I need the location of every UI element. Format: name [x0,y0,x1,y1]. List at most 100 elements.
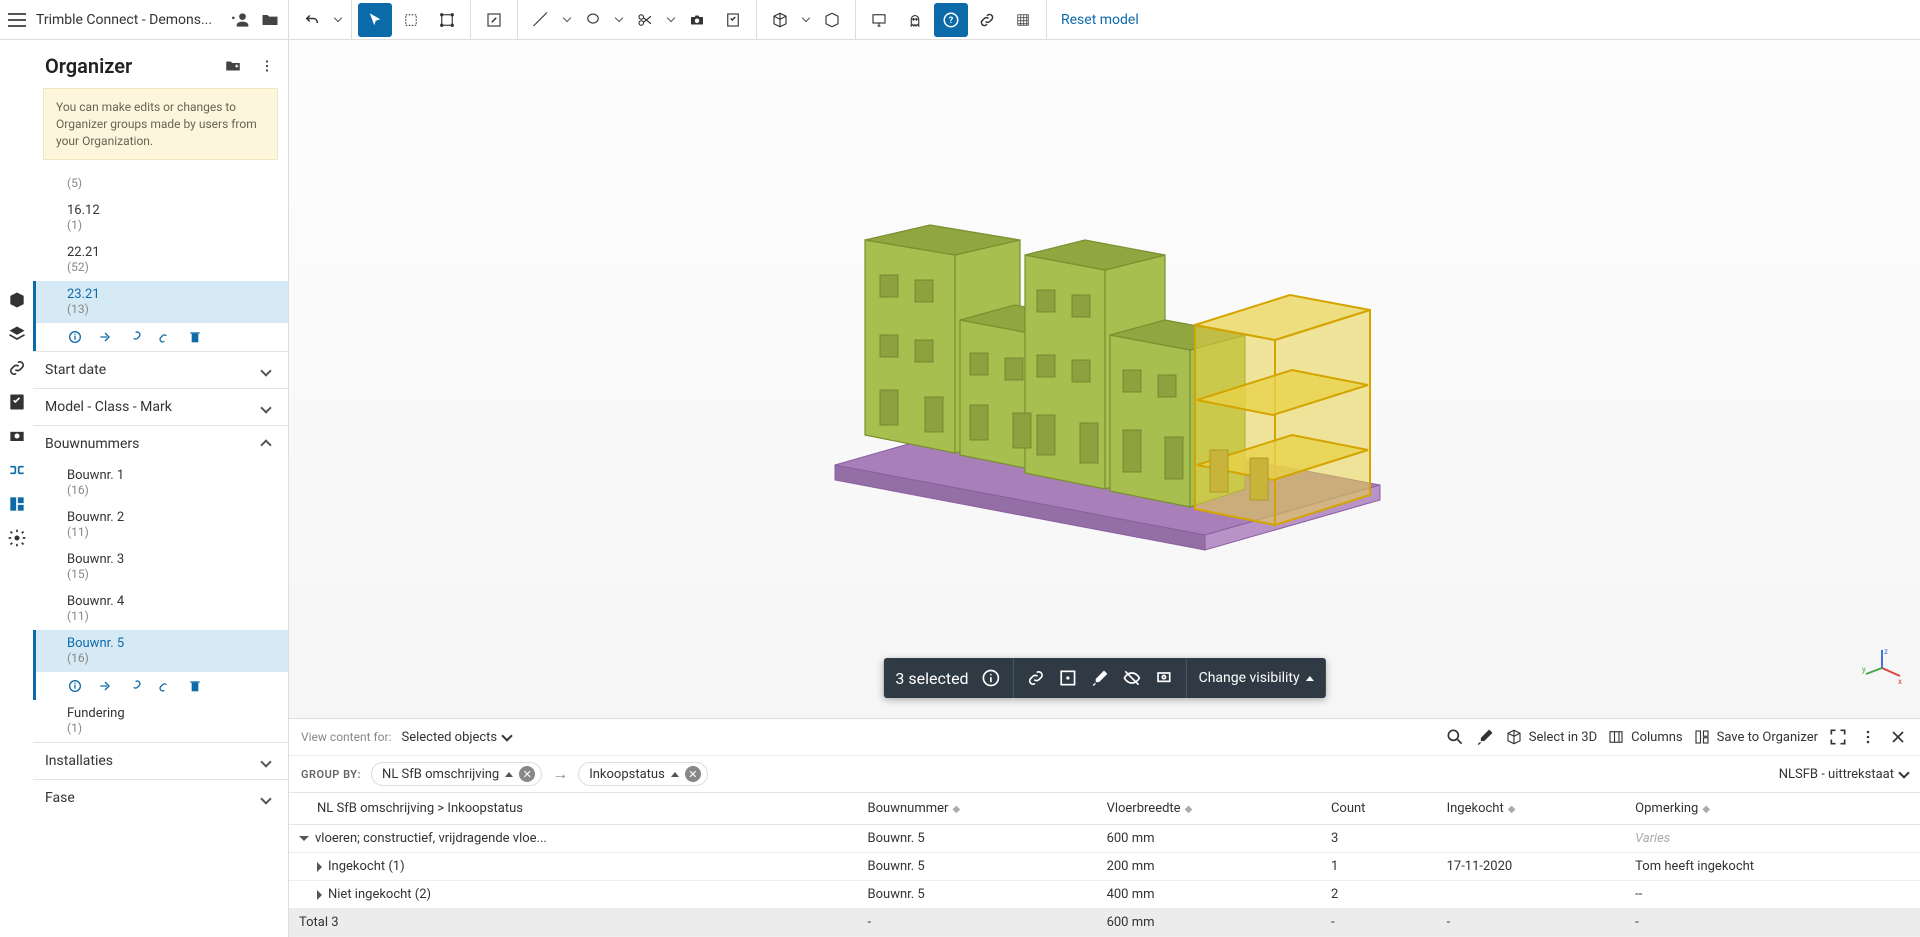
tree-action-icon[interactable] [157,329,173,345]
svg-text:x: x [1898,677,1902,686]
ghost-tool[interactable] [898,3,932,37]
close-panel-icon[interactable] [1888,727,1908,747]
edit-tool[interactable] [477,3,511,37]
organizer-icon[interactable] [7,494,27,514]
link-tool[interactable] [970,3,1004,37]
view-dropdown[interactable] [799,18,813,21]
select-in-3d-button[interactable]: Select in 3D [1505,728,1597,746]
change-visibility-button[interactable]: Change visibility [1199,670,1314,686]
search-icon[interactable] [1445,727,1465,747]
column-header[interactable]: Vloerbreedte◆ [1097,793,1321,825]
table-row[interactable]: vloeren; constructief, vrijdragende vloe… [289,825,1920,853]
settings-icon[interactable] [7,528,27,548]
isolate-icon[interactable] [1154,668,1174,688]
tree-item[interactable]: Bouwnr. 1(16) [33,462,288,504]
section-header[interactable]: Start date [33,352,288,388]
paint-icon[interactable] [1090,668,1110,688]
axis-gizmo[interactable]: x y z [1862,648,1902,688]
table-row: Total 3-600 mm--- [289,909,1920,937]
column-header[interactable]: NL SfB omschrijving > Inkoopstatus [289,793,858,825]
tree-action-icon[interactable] [97,678,113,694]
help-button[interactable]: ? [934,3,968,37]
section-header[interactable]: Fase [33,780,288,816]
menu-icon[interactable] [8,13,26,27]
align-icon[interactable] [7,460,27,480]
camera-tool[interactable] [680,3,714,37]
box-select-tool[interactable] [394,3,428,37]
add-user-icon[interactable] [230,10,250,30]
section-header[interactable]: Installaties [33,743,288,779]
clip-dropdown[interactable] [664,18,678,21]
todo-tool[interactable] [716,3,750,37]
organizer-tree: (5)16.12(1)22.21(52)23.21(13) Start dateM… [33,170,288,937]
tree-item[interactable]: 16.12(1) [33,197,288,239]
undo-dropdown[interactable] [331,18,345,21]
models-icon[interactable] [7,290,27,310]
section-header[interactable]: Bouwnummers [33,426,288,462]
remove-chip-icon[interactable]: ✕ [685,766,701,782]
column-header[interactable]: Opmerking◆ [1625,793,1920,825]
tree-item[interactable]: 23.21(13) [33,281,288,323]
remove-chip-icon[interactable]: ✕ [519,766,535,782]
color-icon[interactable] [1475,727,1495,747]
fit-icon[interactable] [1058,668,1078,688]
hide-icon[interactable] [1122,668,1142,688]
group-chip-0[interactable]: NL SfB omschrijving ✕ [371,762,542,786]
view-cube-tool[interactable] [763,3,797,37]
markup-tool[interactable] [576,3,610,37]
todos-icon[interactable] [7,392,27,412]
tree-item[interactable]: Bouwnr. 4(11) [33,588,288,630]
group-chip-1[interactable]: Inkoopstatus ✕ [578,762,708,786]
section-header[interactable]: Model - Class - Mark [33,389,288,425]
folder-icon[interactable] [260,10,280,30]
layers-icon[interactable] [7,324,27,344]
select-tool[interactable] [358,3,392,37]
grid-tool[interactable] [1006,3,1040,37]
column-header[interactable]: Count [1321,793,1437,825]
3d-viewport[interactable]: 3 selected Change visibility [289,40,1920,718]
columns-preset-selector[interactable]: NLSFB - uittrekstaat [1779,767,1908,782]
links-icon[interactable] [7,358,27,378]
tree-item[interactable]: Bouwnr. 2(11) [33,504,288,546]
tree-action-icon[interactable] [187,329,203,345]
measure-tool[interactable] [524,3,558,37]
views-icon[interactable] [7,426,27,446]
columns-button[interactable]: Columns [1607,728,1683,746]
tree-action-icon[interactable] [127,678,143,694]
info-icon[interactable] [981,668,1001,688]
left-icon-strip [0,40,33,937]
tree-action-icon[interactable] [127,329,143,345]
more-vert-icon[interactable] [1858,727,1878,747]
tree-item[interactable]: Bouwnr. 5(16) [33,630,288,672]
new-folder-icon[interactable] [224,57,242,75]
save-to-organizer-button[interactable]: Save to Organizer [1693,728,1818,746]
column-header[interactable]: Bouwnummer◆ [858,793,1097,825]
markup-dropdown[interactable] [612,18,626,21]
tree-action-icon[interactable] [187,678,203,694]
clip-tool[interactable] [628,3,662,37]
box-tool[interactable] [815,3,849,37]
table-row[interactable]: Ingekocht (1)Bouwnr. 5200 mm117-11-2020T… [289,853,1920,881]
tree-item[interactable]: Bouwnr. 3(15) [33,546,288,588]
tree-action-icon[interactable] [97,329,113,345]
reset-model-button[interactable]: Reset model [1047,12,1153,28]
attach-icon[interactable] [1026,668,1046,688]
present-tool[interactable] [862,3,896,37]
view-content-selector[interactable]: Selected objects [401,730,511,745]
measure-dropdown[interactable] [560,18,574,21]
fullscreen-icon[interactable] [1828,727,1848,747]
tree-item[interactable]: Fundering(1) [33,700,288,742]
undo-button[interactable] [295,3,329,37]
area-select-tool[interactable] [430,3,464,37]
data-panel: View content for: Selected objects Selec… [289,718,1920,937]
tree-action-icon[interactable] [157,678,173,694]
tree-action-icon[interactable] [67,329,83,345]
top-toolbar: Trimble Connect - Demons... [0,0,1920,40]
table-row[interactable]: Niet ingekocht (2)Bouwnr. 5400 mm2-- [289,881,1920,909]
more-icon[interactable] [258,57,276,75]
column-header[interactable]: Ingekocht◆ [1437,793,1626,825]
tree-item[interactable]: (5) [33,170,288,197]
tree-item[interactable]: 22.21(52) [33,239,288,281]
building-model [825,175,1385,555]
tree-action-icon[interactable] [67,678,83,694]
